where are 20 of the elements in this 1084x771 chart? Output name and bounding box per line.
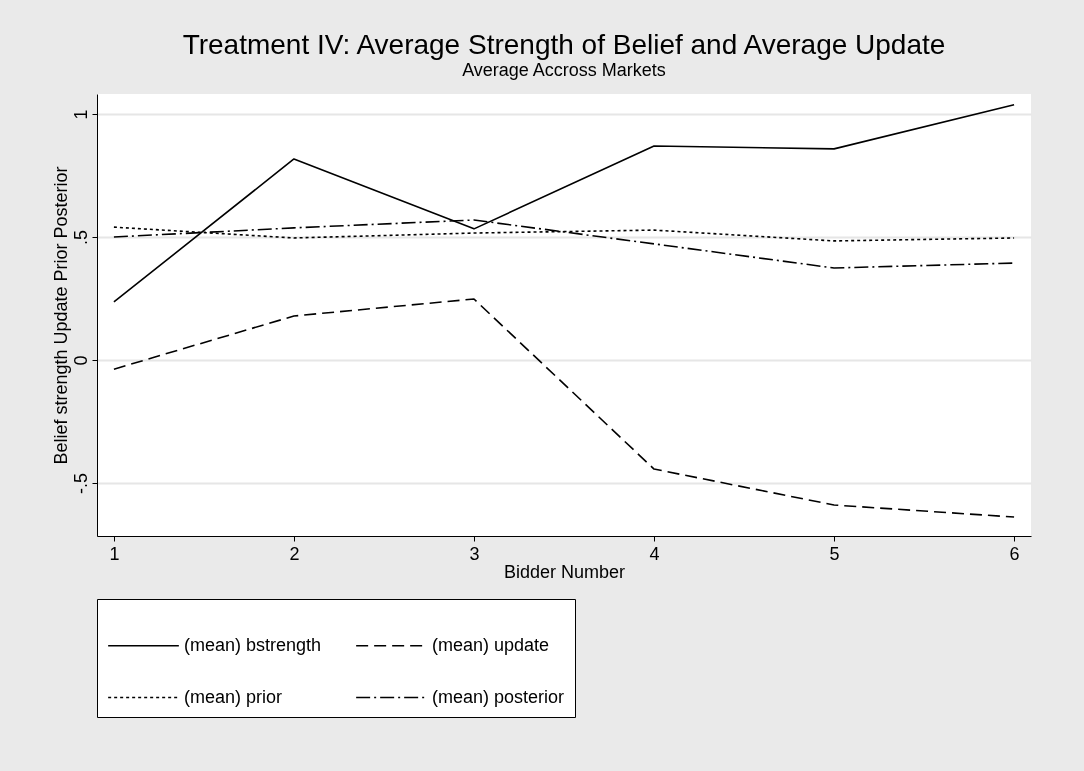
line-series [113, 104, 1015, 303]
x-tick-label: 4 [649, 543, 660, 564]
y-tick-label: 0 [70, 355, 91, 366]
line-series [113, 298, 1015, 518]
legend-label: (mean) prior [184, 686, 283, 707]
x-axis-title: Bidder Number [503, 561, 626, 582]
x-tick-label: 2 [289, 543, 300, 564]
chart-title: Treatment IV: Average Strength of Belief and Average Update [182, 29, 946, 60]
x-tick-label: 6 [1009, 543, 1020, 564]
legend-label: (mean) posterior [432, 686, 565, 707]
x-tick-label: 3 [469, 543, 480, 564]
legend-label: (mean) update [432, 634, 550, 655]
y-tick-label: -.5 [70, 473, 91, 495]
chart-subtitle: Average Accross Markets [462, 60, 666, 80]
legend-label: (mean) bstrength [184, 634, 322, 655]
y-axis-title: Belief strength Update Prior Posterior [50, 166, 71, 465]
y-tick-label: .5 [70, 229, 91, 245]
x-tick-label: 1 [109, 543, 120, 564]
y-tick-label: 1 [70, 109, 91, 120]
x-tick-label: 5 [829, 543, 840, 564]
